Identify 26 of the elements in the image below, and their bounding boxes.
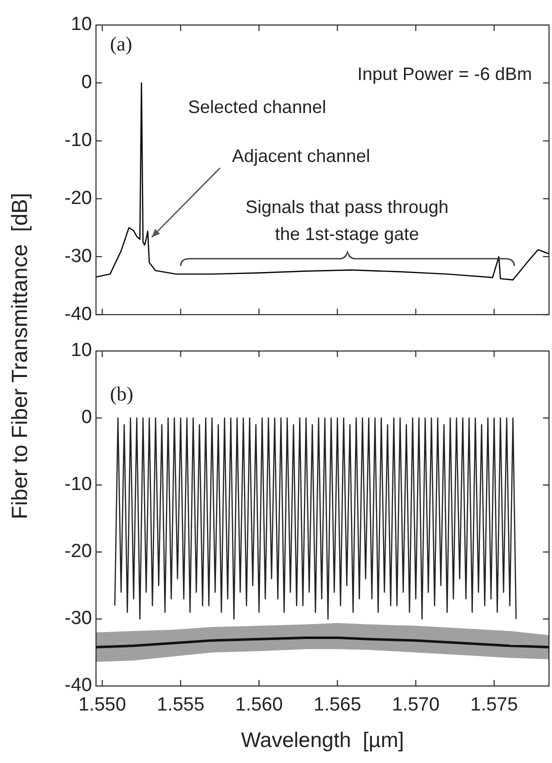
annotation: (a) <box>110 33 132 56</box>
y-tick-label: 10 <box>70 340 92 362</box>
y-tick-label: 0 <box>81 407 92 428</box>
y-tick-label: -30 <box>64 246 92 267</box>
x-tick-label: 1.565 <box>314 694 362 716</box>
x-tick-label: 1.570 <box>392 694 440 716</box>
annotation: Selected channel <box>188 96 326 117</box>
x-tick-label: 1.575 <box>470 694 518 716</box>
y-tick-label: 0 <box>81 72 92 94</box>
y-tick-label: -40 <box>64 675 92 696</box>
y-tick-label: -30 <box>64 608 92 630</box>
x-axis-title: Wavelength [µm] <box>240 729 404 752</box>
x-tick-label: 1.555 <box>156 694 204 716</box>
y-axis-title: Fiber to Fiber Transmittance [dB] <box>7 192 33 522</box>
y-tick-label: -10 <box>64 474 92 496</box>
y-tick-label: -10 <box>64 130 92 152</box>
annotation: (b) <box>110 383 134 406</box>
x-tick-label: 1.550 <box>78 694 126 716</box>
annotation: Adjacent channel <box>232 146 370 166</box>
y-tick-label: -20 <box>64 541 92 562</box>
y-tick-label: -40 <box>64 304 92 325</box>
x-tick-label: 1.560 <box>235 694 283 716</box>
annotation: Signals that pass through the 1st-stage gate <box>245 196 449 244</box>
y-tick-label: -20 <box>64 188 92 209</box>
annotation: Input Power = -6 dBm <box>357 64 532 84</box>
y-tick-label: 10 <box>70 14 92 36</box>
